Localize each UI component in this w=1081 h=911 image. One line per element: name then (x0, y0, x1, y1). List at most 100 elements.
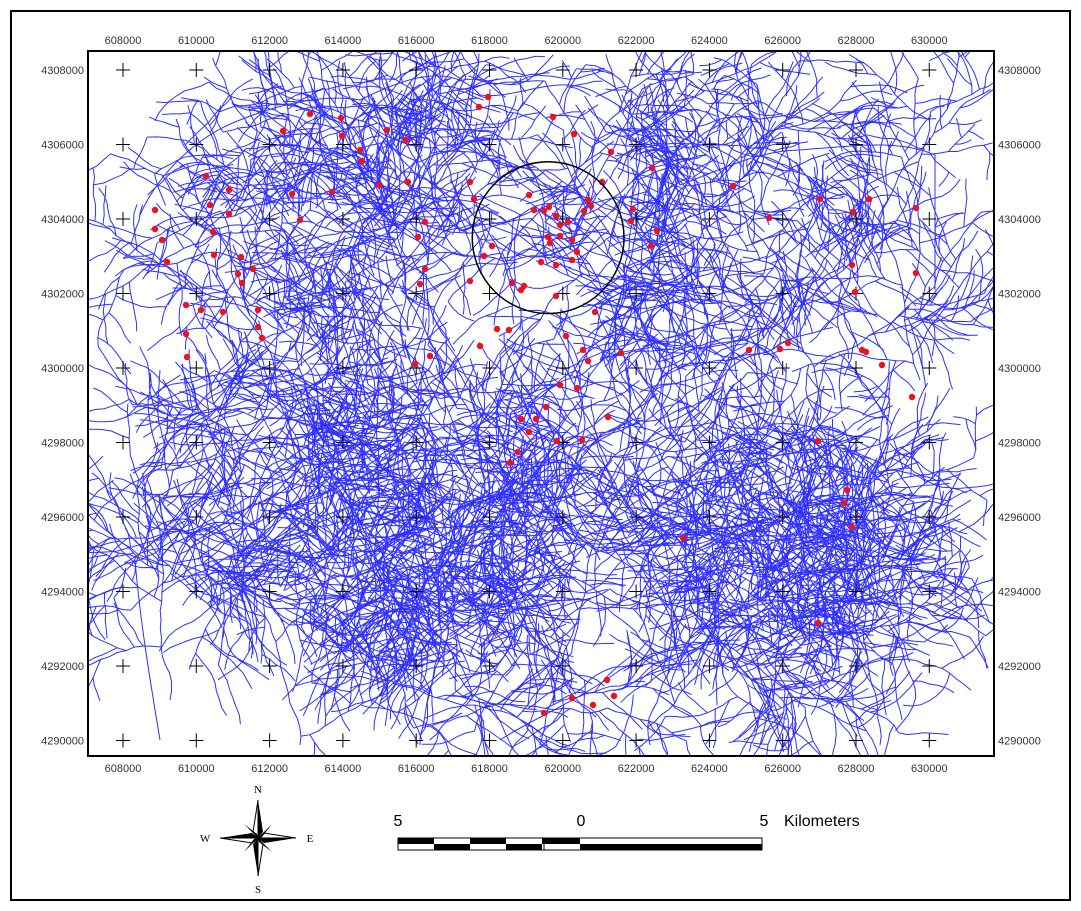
stream (825, 514, 849, 599)
stream (609, 332, 631, 381)
stream (578, 230, 610, 269)
stream (775, 218, 799, 245)
stream (88, 600, 106, 641)
stream (380, 404, 429, 416)
stream (275, 200, 290, 217)
stream (319, 272, 361, 338)
stream (983, 144, 994, 157)
stream (721, 249, 739, 289)
stream (181, 363, 244, 447)
stream (827, 211, 853, 215)
stream (652, 502, 677, 508)
stream (190, 243, 210, 264)
stream (928, 187, 957, 260)
stream (179, 390, 209, 410)
stream (209, 95, 230, 126)
stream (741, 51, 759, 110)
stream (313, 742, 316, 756)
stream (480, 618, 525, 664)
stream (367, 115, 423, 203)
stream (764, 570, 841, 597)
stream (882, 434, 932, 454)
stream (881, 546, 927, 564)
stream (391, 474, 458, 502)
stream (640, 530, 710, 539)
stream (798, 552, 810, 627)
stream (133, 502, 170, 538)
stream (627, 270, 765, 318)
stream (182, 432, 232, 446)
stream (348, 377, 370, 405)
stream (528, 137, 573, 149)
stream (451, 107, 462, 138)
stream (456, 408, 482, 416)
stream (563, 109, 586, 139)
stream (452, 637, 509, 683)
stream (925, 607, 966, 660)
stream (824, 153, 881, 170)
stream (201, 636, 253, 690)
stream (782, 289, 803, 331)
stream (630, 199, 657, 208)
stream (562, 189, 583, 277)
stream (697, 116, 760, 128)
stream (210, 320, 234, 346)
stream (369, 655, 408, 662)
stream (191, 449, 204, 494)
stream (632, 608, 653, 683)
stream (377, 260, 382, 299)
stream (832, 418, 868, 512)
stream (411, 389, 452, 398)
stream (297, 189, 300, 217)
stream (953, 416, 976, 425)
stream (815, 292, 859, 349)
stream (218, 465, 232, 499)
stream (645, 143, 668, 158)
stream (283, 101, 366, 164)
stream (847, 542, 892, 572)
stream (334, 614, 339, 646)
stream (750, 609, 791, 662)
stream (808, 506, 842, 522)
stream (266, 58, 295, 89)
stream (479, 193, 523, 217)
stream (687, 585, 779, 650)
stream (462, 671, 497, 697)
stream (940, 51, 958, 67)
stream (407, 0, 412, 28)
stream (88, 534, 99, 545)
stream (923, 479, 941, 518)
stream (532, 522, 565, 557)
stream (878, 495, 915, 522)
stream (911, 437, 930, 459)
stream (251, 393, 289, 403)
stream (668, 522, 701, 536)
stream (504, 573, 543, 599)
stream (655, 580, 689, 589)
stream (326, 430, 354, 444)
stream (350, 558, 420, 609)
stream (382, 653, 435, 662)
stream (370, 220, 377, 269)
stream (384, 168, 396, 203)
stream (247, 159, 258, 212)
stream (234, 265, 285, 282)
stream (382, 557, 391, 605)
stream (253, 548, 291, 555)
stream (908, 550, 960, 604)
stream (381, 203, 421, 214)
stream (743, 467, 771, 496)
stream (88, 630, 127, 652)
stream (348, 151, 396, 171)
stream (359, 539, 445, 661)
stream (206, 181, 245, 201)
outer-frame (10, 10, 1071, 901)
stream (391, 60, 436, 109)
stream (854, 439, 878, 488)
stream (503, 582, 551, 601)
stream (638, 531, 667, 574)
stream (110, 153, 163, 176)
stream (744, 662, 786, 731)
stream (435, 56, 510, 77)
